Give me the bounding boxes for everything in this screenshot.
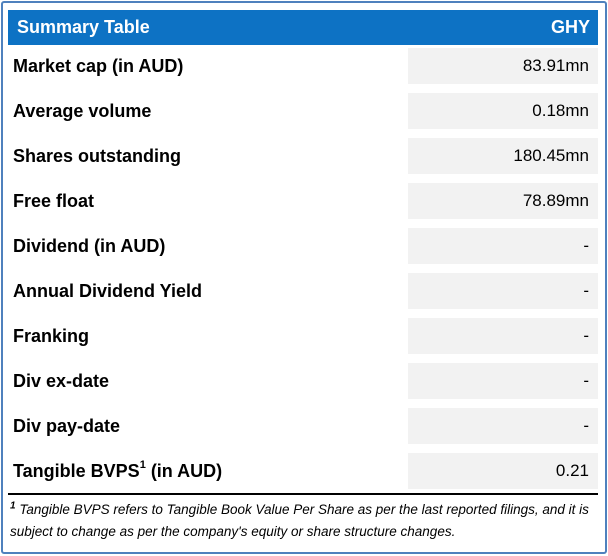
table-bottom-border xyxy=(8,493,598,495)
row-label: Market cap (in AUD) xyxy=(13,55,184,76)
table-row: Market cap (in AUD) 83.91mn xyxy=(8,48,598,84)
summary-rows: Market cap (in AUD) 83.91mn Average volu… xyxy=(8,48,598,489)
row-value: 78.89mn xyxy=(408,183,598,219)
row-label: Average volume xyxy=(13,100,152,121)
table-row: Div ex-date - xyxy=(8,363,598,399)
row-value: - xyxy=(408,318,598,354)
table-row: Free float 78.89mn xyxy=(8,183,598,219)
row-label: Shares outstanding xyxy=(13,145,182,166)
row-label: Div ex-date xyxy=(13,370,110,391)
row-value: - xyxy=(408,408,598,444)
row-label: Free float xyxy=(13,190,95,211)
row-value: 0.21 xyxy=(408,453,598,489)
table-row: Div pay-date - xyxy=(8,408,598,444)
row-value: 180.45mn xyxy=(408,138,598,174)
row-label: Franking xyxy=(13,325,90,346)
row-value: - xyxy=(408,228,598,264)
table-row: Franking - xyxy=(8,318,598,354)
row-label: Div pay-date xyxy=(13,415,121,436)
row-label: Tangible BVPS 1 (in AUD) xyxy=(13,459,223,481)
table-row: Average volume 0.18mn xyxy=(8,93,598,129)
row-value: 83.91mn xyxy=(408,48,598,84)
table-title: Summary Table xyxy=(17,17,150,37)
row-label: Annual Dividend Yield xyxy=(13,280,203,301)
row-value: 0.18mn xyxy=(408,93,598,129)
footnote: 1 Tangible BVPS refers to Tangible Book … xyxy=(8,495,598,543)
row-value: - xyxy=(408,363,598,399)
ticker-label: GHY xyxy=(550,17,590,37)
table-row: Shares outstanding 180.45mn xyxy=(8,138,598,174)
table-header: Summary Table GHY xyxy=(8,10,598,45)
row-value: - xyxy=(408,273,598,309)
table-row: Annual Dividend Yield - xyxy=(8,273,598,309)
table-row: Dividend (in AUD) - xyxy=(8,228,598,264)
footnote-marker: 1 xyxy=(10,500,16,512)
row-label: Dividend (in AUD) xyxy=(13,235,166,256)
table-row: Tangible BVPS 1 (in AUD) 0.21 xyxy=(8,453,598,489)
footnote-text: Tangible BVPS refers to Tangible Book Va… xyxy=(10,502,589,539)
